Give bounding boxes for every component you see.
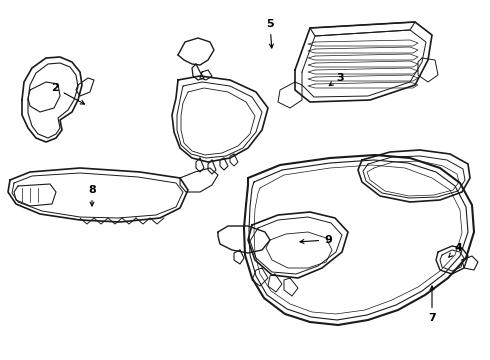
Text: 10: 10 bbox=[0, 359, 1, 360]
Text: 3: 3 bbox=[329, 73, 344, 86]
Text: 9: 9 bbox=[300, 235, 332, 245]
Text: 2: 2 bbox=[51, 83, 84, 104]
Text: 1: 1 bbox=[0, 359, 1, 360]
Text: 7: 7 bbox=[428, 286, 436, 323]
Text: 5: 5 bbox=[266, 19, 274, 48]
Text: 6: 6 bbox=[0, 359, 1, 360]
Text: 4: 4 bbox=[449, 243, 462, 257]
Text: 8: 8 bbox=[88, 185, 96, 206]
